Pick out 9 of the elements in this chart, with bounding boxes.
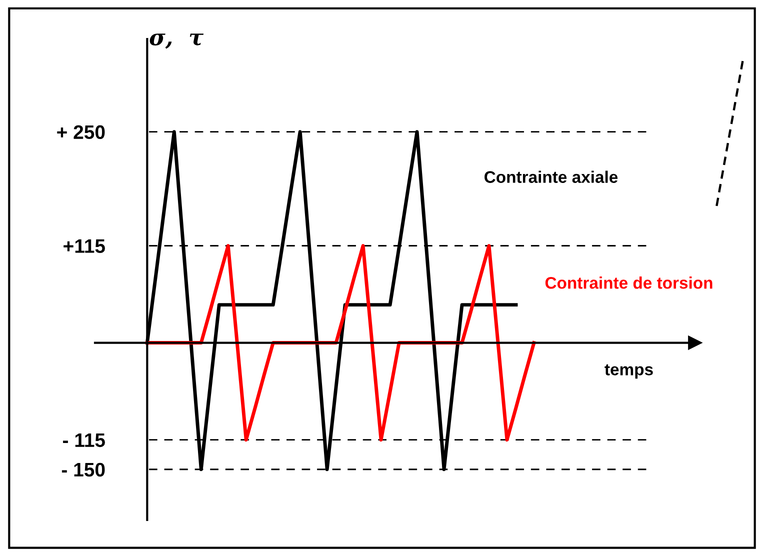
y-tick-label: +115 bbox=[64, 239, 105, 253]
line-series bbox=[145, 244, 536, 442]
x-axis-title: temps bbox=[604, 364, 653, 379]
y-axis-title: σ, τ bbox=[150, 34, 204, 49]
y-tick-label: + 250 bbox=[57, 125, 105, 140]
text: Contrainte de torsion bbox=[545, 276, 712, 289]
y-tick-label: - 150 bbox=[62, 462, 105, 477]
y-tick-label: - 115 bbox=[63, 434, 105, 448]
text: Contrainte axiale bbox=[484, 170, 618, 183]
